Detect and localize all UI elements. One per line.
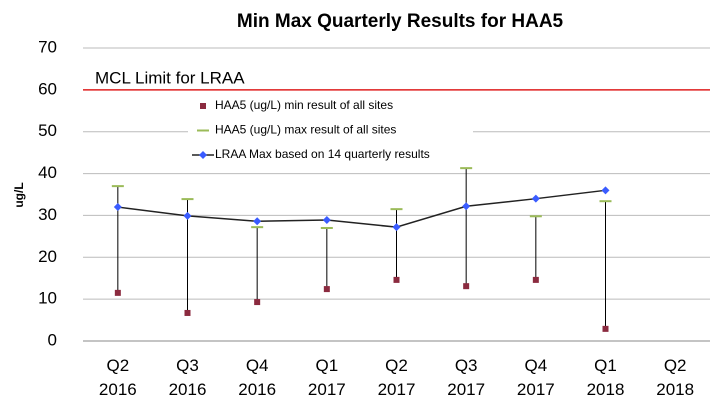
legend-label: HAA5 (ug/L) min result of all sites <box>215 98 393 112</box>
marker-dash <box>251 226 264 229</box>
y-tick-label: 30 <box>38 205 57 224</box>
reference-label: MCL Limit for LRAA <box>95 68 245 87</box>
marker-dash <box>320 226 333 229</box>
marker-square <box>393 276 400 283</box>
x-tick-label: Q4 2017 <box>517 356 555 399</box>
x-tick-line: 2017 <box>378 380 416 399</box>
x-tick-line: 2018 <box>656 380 694 399</box>
x-tick-label: Q2 2016 <box>99 356 137 399</box>
marker-diamond <box>531 194 540 203</box>
marker-dash <box>460 167 473 170</box>
x-tick-line: 2018 <box>587 380 625 399</box>
x-tick-line: Q2 <box>385 356 408 375</box>
marker-square <box>114 289 121 296</box>
x-tick-line: 2016 <box>238 380 276 399</box>
x-tick-label: Q4 2016 <box>238 356 276 399</box>
y-tick-label: 50 <box>38 121 57 140</box>
x-tick-line: Q4 <box>524 356 547 375</box>
x-tick-label: Q2 2018 <box>656 356 694 399</box>
marker-diamond <box>462 202 471 211</box>
marker-square <box>323 286 330 293</box>
marker-dash <box>599 200 612 203</box>
y-tick-label: 10 <box>38 289 57 308</box>
marker-diamond <box>322 216 331 225</box>
marker-diamond <box>601 186 610 195</box>
legend-label: HAA5 (ug/L) max result of all sites <box>215 123 396 137</box>
x-tick-line: Q3 <box>455 356 478 375</box>
y-tick-label: 40 <box>38 163 57 182</box>
y-tick-label: 60 <box>38 79 57 98</box>
marker-diamond <box>113 203 122 212</box>
marker-square <box>200 103 206 109</box>
marker-dash <box>197 129 209 132</box>
x-tick-line: 2017 <box>447 380 485 399</box>
marker-dash <box>390 208 403 211</box>
x-tick-label: Q2 2017 <box>378 356 416 399</box>
marker-dash <box>529 215 542 218</box>
x-tick-line: 2016 <box>99 380 137 399</box>
x-tick-line: 2016 <box>169 380 207 399</box>
marker-square <box>254 299 261 306</box>
marker-dash <box>181 198 194 201</box>
legend-label: LRAA Max based on 14 quarterly results <box>215 147 430 161</box>
marker-diamond <box>199 151 207 159</box>
x-tick-line: Q4 <box>246 356 269 375</box>
series-line <box>117 189 606 228</box>
x-tick-line: Q3 <box>176 356 199 375</box>
x-tick-label: Q1 2018 <box>587 356 625 399</box>
marker-square <box>463 283 470 290</box>
x-tick-label: Q3 2017 <box>447 356 485 399</box>
x-tick-line: 2017 <box>517 380 555 399</box>
marker-dash <box>111 185 124 188</box>
x-tick-label: Q3 2016 <box>169 356 207 399</box>
y-tick-label: 0 <box>48 330 57 349</box>
marker-square <box>532 276 539 283</box>
x-tick-line: 2017 <box>308 380 346 399</box>
x-tick-label: Q1 2017 <box>308 356 346 399</box>
y-tick-label: 20 <box>38 247 57 266</box>
marker-diamond <box>253 217 262 226</box>
x-tick-line: Q1 <box>315 356 338 375</box>
legend-box <box>188 94 473 168</box>
marker-square <box>602 325 609 332</box>
chart-title: Min Max Quarterly Results for HAA5 <box>237 11 564 32</box>
y-axis-label: ug/L <box>12 182 26 207</box>
x-tick-line: Q1 <box>594 356 617 375</box>
marker-square <box>184 309 191 316</box>
y-tick-label: 70 <box>38 37 57 56</box>
x-tick-line: Q2 <box>664 356 687 375</box>
x-tick-line: Q2 <box>106 356 129 375</box>
marker-diamond <box>392 223 401 232</box>
marker-diamond <box>183 211 192 220</box>
